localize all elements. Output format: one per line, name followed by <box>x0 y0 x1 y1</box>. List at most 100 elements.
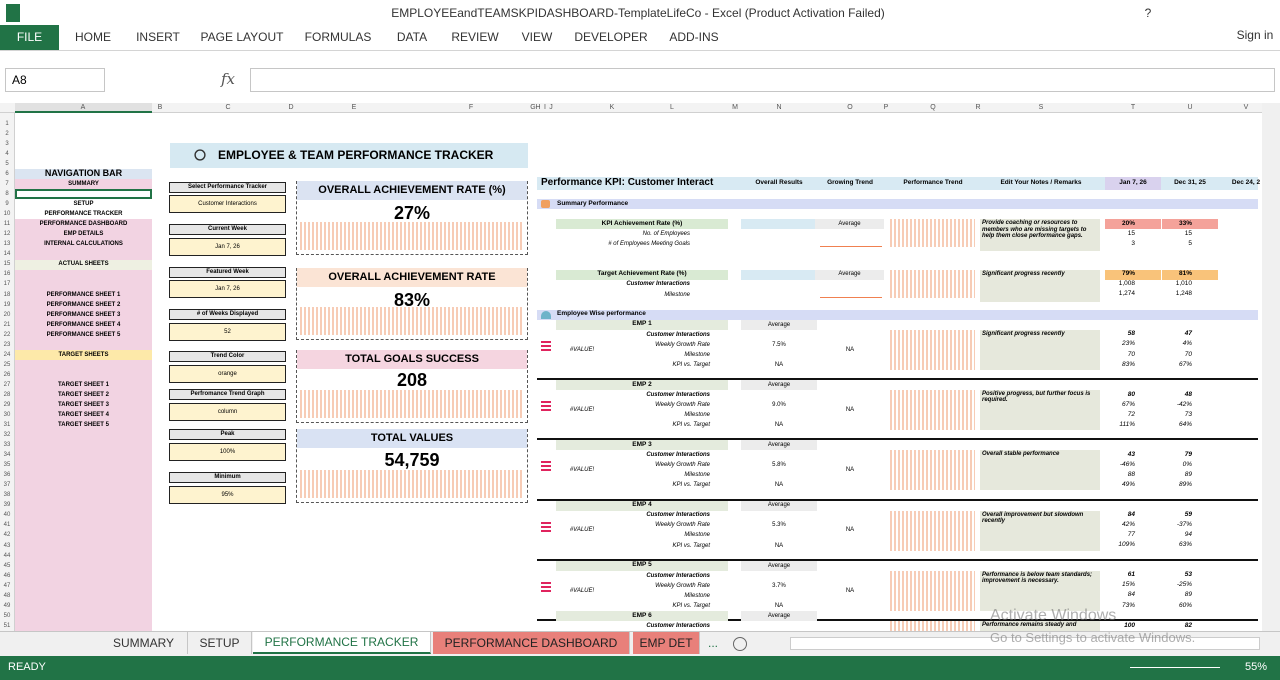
week-value: 60% <box>1178 601 1192 609</box>
note[interactable]: Significant progress recently <box>980 269 1100 302</box>
nav-link[interactable]: SUMMARY <box>68 181 99 188</box>
control-value[interactable]: Jan 7, 26 <box>169 238 286 256</box>
ribbon-tab[interactable]: DEVELOPER <box>574 30 648 45</box>
ribbon-tab[interactable]: FORMULAS <box>304 30 372 45</box>
control-label: Minimum <box>169 472 286 483</box>
sheet-tab[interactable]: SETUP <box>188 632 252 654</box>
performance-sparkline <box>890 390 975 431</box>
ribbon-tab[interactable]: ADD-INS <box>669 30 719 45</box>
ribbon-tab[interactable]: PAGE LAYOUT <box>200 30 284 45</box>
card-title: TOTAL VALUES <box>297 429 527 448</box>
control-value[interactable]: 100% <box>169 443 286 461</box>
nav-link[interactable]: TARGET SHEET 3 <box>58 401 109 408</box>
more-tabs[interactable]: ... <box>707 635 718 650</box>
growth-value: 3.7% <box>772 582 786 589</box>
week-value: 3 <box>1131 240 1135 248</box>
column-header: F <box>468 104 474 112</box>
nav-link[interactable]: PERFORMANCE SHEET 1 <box>46 291 121 298</box>
row-header: 31 <box>3 422 11 429</box>
horizontal-scrollbar[interactable] <box>790 637 1260 650</box>
control-label: Perfromance Trend Graph <box>169 389 286 400</box>
row-header: 43 <box>3 542 11 549</box>
control-value[interactable]: Jan 7, 26 <box>169 280 286 298</box>
note[interactable]: Positive progress, but further focus is … <box>980 390 1100 431</box>
fx-button[interactable]: fx <box>220 70 235 89</box>
nav-link[interactable]: PERFORMANCE SHEET 3 <box>46 311 121 318</box>
column-header: E <box>351 104 357 112</box>
week-value: 33% <box>1162 219 1218 230</box>
overall-value: #VALUE! <box>569 467 595 474</box>
row-separator <box>537 438 1258 441</box>
card-value: 83% <box>393 289 431 310</box>
ribbon-tab[interactable]: HOME <box>75 30 111 45</box>
ribbon-tab[interactable]: INSERT <box>136 30 180 45</box>
add-sheet[interactable] <box>733 637 747 651</box>
kpi-column: Performance Trend <box>903 179 963 187</box>
sheet-tab[interactable]: PERFORMANCE TRACKER <box>253 632 431 654</box>
row-header: 42 <box>3 532 11 539</box>
kpi-value: NA <box>774 422 784 429</box>
note[interactable]: Overall improvement but slowdown recentl… <box>980 510 1100 551</box>
help-button[interactable]: ? <box>1144 5 1152 20</box>
note[interactable]: Provide coaching or resources to members… <box>980 219 1100 252</box>
zoom-level[interactable]: 55% <box>1244 661 1268 674</box>
column-header: B <box>157 104 163 112</box>
formula-input[interactable] <box>250 68 1275 92</box>
week-value: 70 <box>1184 350 1192 358</box>
row-header: 20 <box>3 311 11 318</box>
performance-sparkline <box>890 269 975 298</box>
week-value: 77 <box>1127 531 1135 539</box>
row-header: 33 <box>3 442 11 449</box>
card-title: OVERALL ACHIEVEMENT RATE <box>297 268 527 287</box>
row-header: 24 <box>3 351 11 358</box>
sheet-tab[interactable]: SUMMARY <box>100 632 188 654</box>
nav-link[interactable]: EMP DETAILS <box>63 231 104 238</box>
row-header: 27 <box>3 381 11 388</box>
week-value: 84 <box>1127 591 1135 599</box>
kpi-value: NA <box>774 542 784 549</box>
column-header: U <box>1187 104 1193 112</box>
row-header: 51 <box>3 622 11 629</box>
card-title: OVERALL ACHIEVEMENT RATE (%) <box>297 181 527 200</box>
trend-sparkline <box>820 229 882 248</box>
nav-link[interactable]: PERFORMANCE TRACKER <box>15 209 152 220</box>
control-value[interactable]: 95% <box>169 486 286 504</box>
nav-link[interactable]: TARGET SHEET 1 <box>58 381 109 388</box>
growth-value: 7.5% <box>772 341 786 348</box>
note[interactable]: Significant progress recently <box>980 329 1100 370</box>
row-separator <box>537 378 1258 381</box>
row-header: 37 <box>3 482 11 489</box>
note[interactable]: Performance is below team standards; imp… <box>980 570 1100 611</box>
nav-link[interactable]: TARGET SHEET 2 <box>58 391 109 398</box>
nav-link[interactable]: PERFORMANCE SHEET 2 <box>46 301 121 308</box>
column-header: K <box>609 104 615 112</box>
nav-link[interactable]: INTERNAL CALCULATIONS <box>44 241 123 248</box>
kpi-value: NA <box>774 361 784 368</box>
nav-link[interactable]: PERFORMANCE SHEET 5 <box>46 331 121 338</box>
row-header: 18 <box>3 291 11 298</box>
performance-sparkline <box>890 329 975 370</box>
note[interactable]: Performance remains steady and <box>980 621 1100 631</box>
control-value[interactable]: orange <box>169 365 286 383</box>
row-header: 35 <box>3 462 11 469</box>
emp-name: EMP 6 <box>556 610 728 621</box>
note[interactable]: Overall stable performance <box>980 450 1100 491</box>
row-label: KPI vs. Target <box>672 482 710 489</box>
control-value[interactable]: column <box>169 403 286 421</box>
week-header: Jan 7, 26 <box>1105 177 1161 191</box>
ribbon-tab[interactable]: DATA <box>396 30 428 45</box>
sign-in[interactable]: Sign in <box>1236 27 1274 42</box>
file-tab[interactable]: FILE <box>0 25 59 50</box>
nav-link[interactable]: SETUP <box>15 199 152 210</box>
control-value[interactable]: 52 <box>169 323 286 341</box>
name-box[interactable]: A8 <box>5 68 105 92</box>
nav-link[interactable]: PERFORMANCE SHEET 4 <box>46 321 121 328</box>
sheet-tab[interactable]: PERFORMANCE DASHBOARD <box>433 632 630 654</box>
nav-link[interactable]: TARGET SHEET 5 <box>58 422 109 429</box>
ribbon-tab[interactable]: VIEW <box>521 30 553 45</box>
sheet-tab[interactable]: EMP DET <box>633 632 700 654</box>
control-value[interactable]: Customer Interactions <box>169 195 286 213</box>
nav-link[interactable]: PERFORMANCE DASHBOARD <box>39 221 128 228</box>
nav-link[interactable]: TARGET SHEET 4 <box>58 412 109 418</box>
ribbon-tab[interactable]: REVIEW <box>451 30 499 45</box>
